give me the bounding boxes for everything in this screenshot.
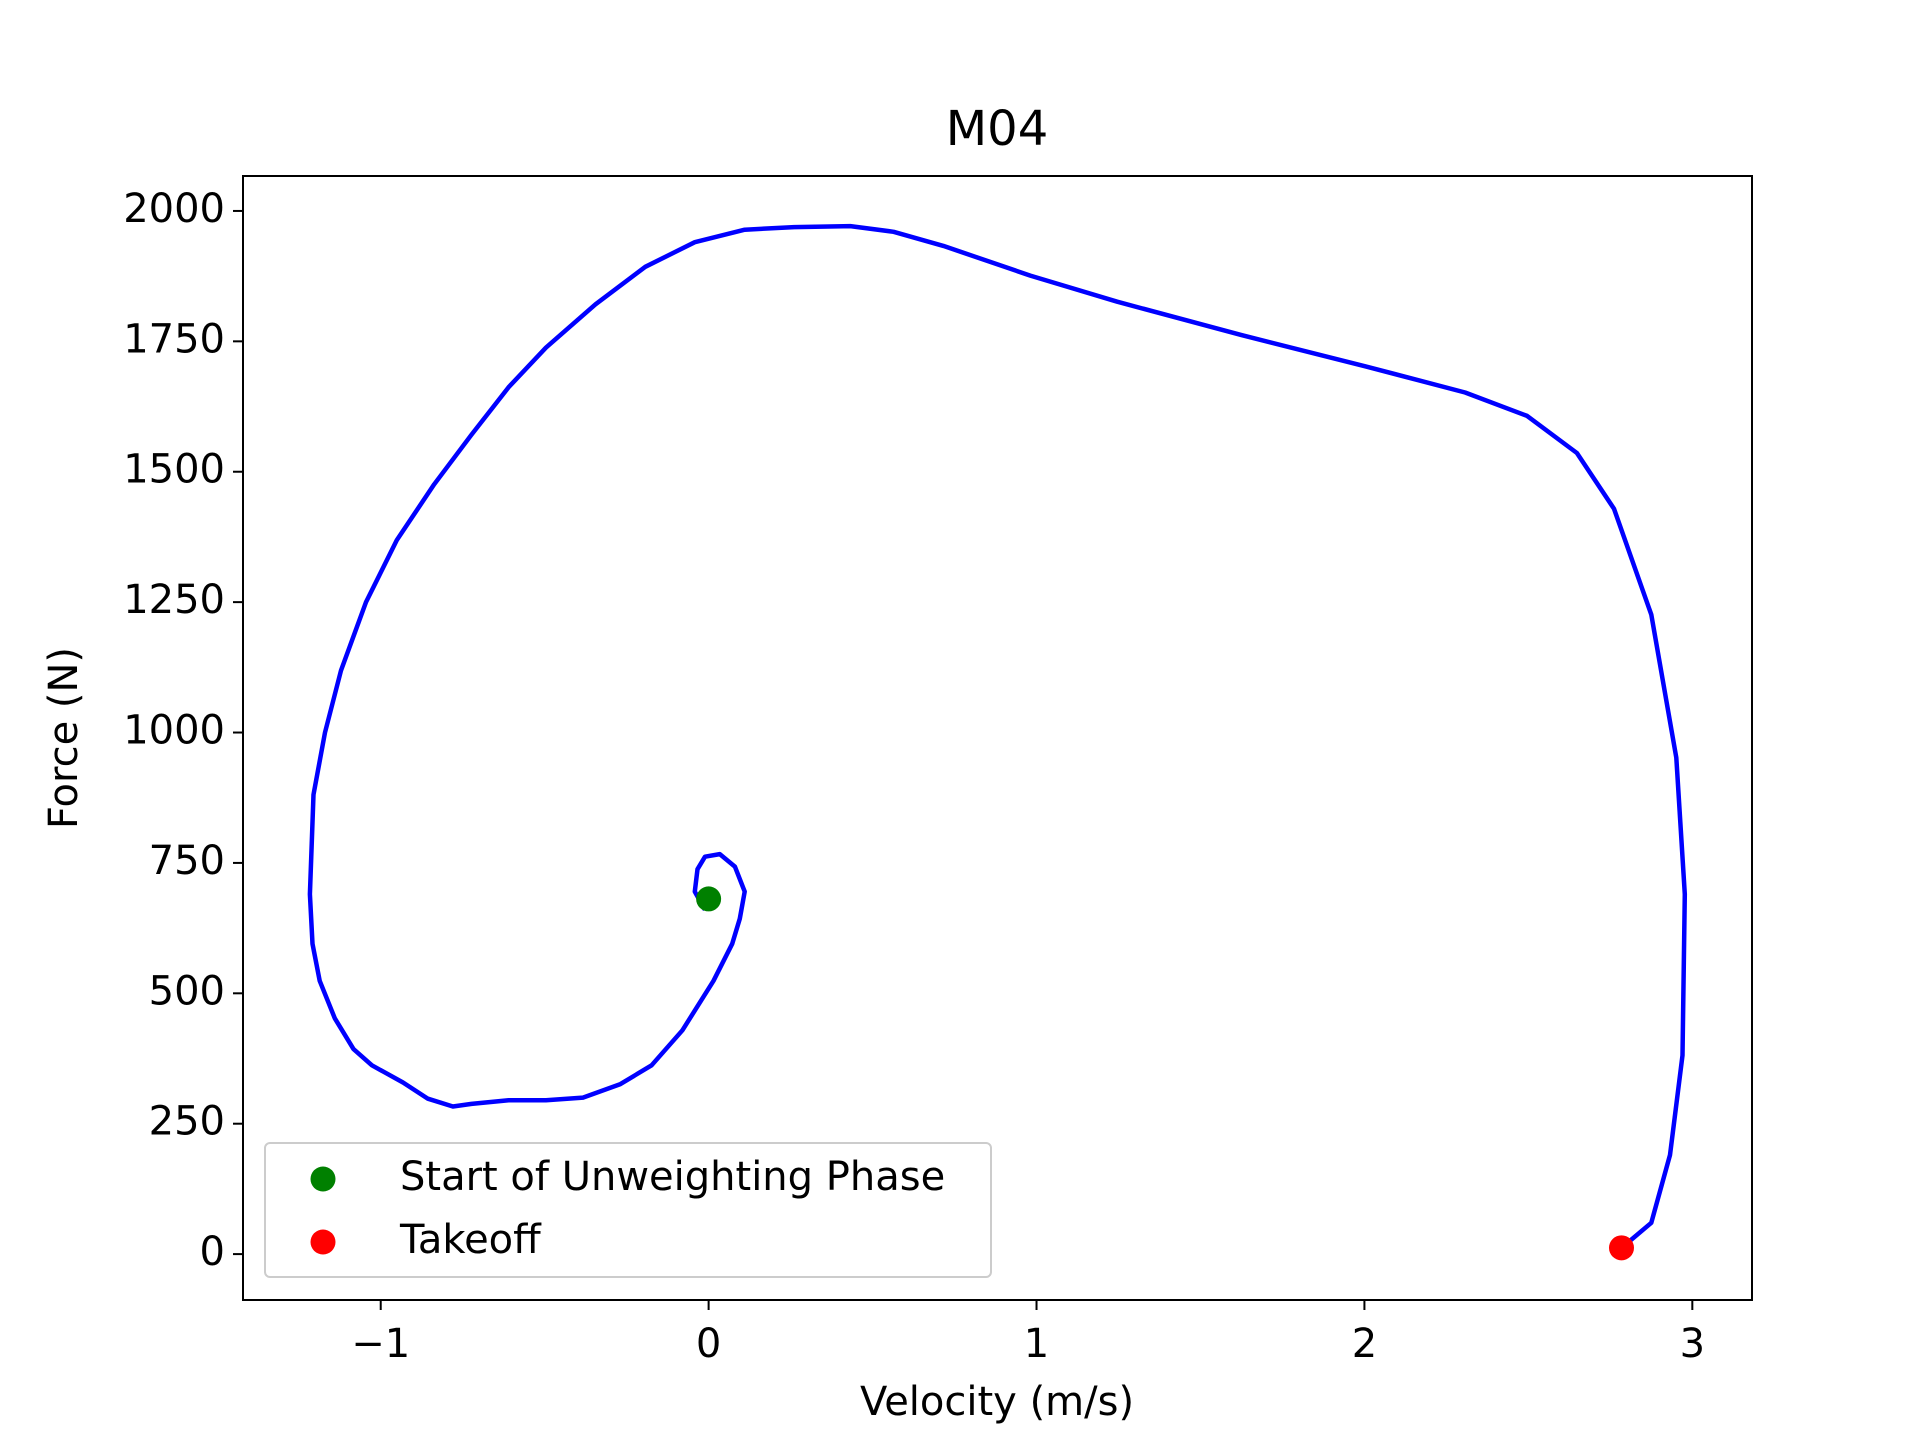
marker bbox=[696, 886, 722, 912]
y-tick-label: 1250 bbox=[123, 577, 225, 623]
x-tick-label: 2 bbox=[1352, 1321, 1377, 1367]
y-tick-label: 1500 bbox=[123, 447, 225, 493]
legend-label: Start of Unweighting Phase bbox=[400, 1154, 945, 1200]
legend-box bbox=[264, 1142, 992, 1278]
x-tick-label: 0 bbox=[696, 1321, 721, 1367]
y-tick-label: 750 bbox=[149, 838, 225, 884]
x-tick-label: 1 bbox=[1024, 1321, 1049, 1367]
y-tick-label: 250 bbox=[149, 1099, 225, 1145]
x-tick-label: −1 bbox=[351, 1321, 410, 1367]
y-tick-label: 500 bbox=[149, 968, 225, 1014]
y-axis-label: Force (N) bbox=[41, 647, 87, 829]
marker bbox=[1608, 1235, 1634, 1261]
x-axis-label: Velocity (m/s) bbox=[860, 1379, 1134, 1425]
x-tick-label: 3 bbox=[1680, 1321, 1705, 1367]
y-tick-label: 2000 bbox=[123, 186, 225, 232]
legend-label: Takeoff bbox=[399, 1217, 542, 1263]
y-tick-label: 0 bbox=[200, 1229, 225, 1275]
legend-marker bbox=[310, 1166, 336, 1192]
line bbox=[307, 223, 1688, 1244]
plot-frame bbox=[242, 175, 1753, 1301]
y-tick-label: 1000 bbox=[123, 708, 225, 754]
chart-title: M04 bbox=[946, 101, 1049, 157]
y-tick-label: 1750 bbox=[123, 316, 225, 362]
legend-marker bbox=[310, 1229, 336, 1255]
